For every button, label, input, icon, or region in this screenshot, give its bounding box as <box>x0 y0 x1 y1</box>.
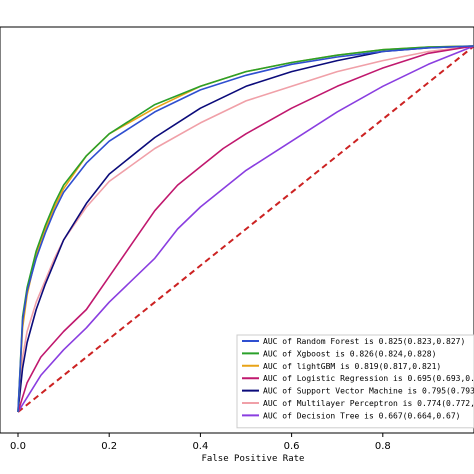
roc-curve-6 <box>17 45 474 413</box>
legend: AUC of Random Forest is 0.825(0.823,0.82… <box>236 334 474 429</box>
x-tick-label: 0.4 <box>192 441 208 452</box>
roc-curve-5 <box>17 45 474 413</box>
legend-label: AUC of Decision Tree is 0.667(0.664,0.67… <box>263 411 460 420</box>
x-axis-title: False Positive Rate <box>202 454 305 464</box>
roc-curve-7 <box>17 45 474 413</box>
roc-curve-1 <box>17 45 474 413</box>
x-tick-label: 0.6 <box>284 441 300 452</box>
legend-label: AUC of Multilayer Perceptron is 0.774(0.… <box>263 399 474 408</box>
legend-label: AUC of Support Vector Machine is 0.795(0… <box>263 387 474 396</box>
x-tick-label: 0.2 <box>101 441 117 452</box>
legend-box <box>236 334 474 429</box>
legend-label: AUC of Xgboost is 0.826(0.824,0.828) <box>263 349 436 358</box>
x-tick-label: 0.8 <box>375 441 391 452</box>
roc-curves <box>17 45 474 413</box>
legend-label: AUC of Logistic Regression is 0.695(0.69… <box>263 374 474 383</box>
x-tick-label: 0.0 <box>10 441 26 452</box>
x-axis-ticks: 0.0 0.2 0.4 0.6 0.8 <box>10 433 391 452</box>
plot-frame <box>0 26 474 434</box>
legend-label: AUC of Random Forest is 0.825(0.823,0.82… <box>263 337 465 346</box>
chance-diagonal-line <box>17 45 474 413</box>
roc-curve-4 <box>17 45 474 413</box>
roc-curve-2 <box>17 45 474 413</box>
legend-label: AUC of lightGBM is 0.819(0.817,0.821) <box>263 362 441 371</box>
